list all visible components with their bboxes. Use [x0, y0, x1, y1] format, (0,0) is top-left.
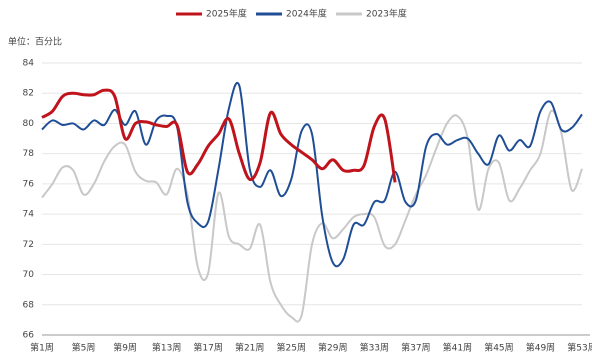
x-tick-label: 第53周: [567, 342, 592, 354]
legend-label: 2024年度: [286, 8, 327, 20]
unit-label: 单位：百分比: [8, 36, 62, 48]
series-line: [41, 109, 583, 323]
y-tick-label: 70: [23, 270, 35, 280]
legend-label: 2025年度: [206, 8, 247, 20]
x-tick-label: 第41周: [443, 342, 472, 354]
y-tick-label: 76: [23, 179, 35, 189]
y-tick-label: 74: [23, 210, 35, 220]
x-tick-label: 第9周: [113, 342, 137, 354]
y-tick-label: 66: [23, 331, 35, 341]
series-line: [41, 82, 583, 268]
x-tick-label: 第29周: [318, 342, 347, 354]
x-tick-label: 第33周: [360, 342, 389, 354]
y-tick-label: 84: [23, 59, 35, 69]
legend-label: 2023年度: [366, 8, 407, 20]
x-tick-label: 第25周: [277, 342, 306, 354]
y-tick-label: 78: [23, 149, 35, 159]
x-tick-label: 第45周: [484, 342, 513, 354]
x-tick-label: 第13周: [152, 342, 181, 354]
x-tick-label: 第1周: [30, 342, 54, 354]
y-tick-label: 82: [23, 89, 34, 99]
y-tick-label: 80: [23, 119, 35, 129]
y-tick-label: 68: [23, 300, 35, 310]
x-tick-label: 第17周: [193, 342, 222, 354]
y-tick-label: 72: [23, 240, 34, 250]
x-tick-label: 第5周: [72, 342, 96, 354]
series-line: [41, 88, 397, 183]
x-tick-label: 第21周: [235, 342, 264, 354]
x-tick-label: 第37周: [401, 342, 430, 354]
x-tick-label: 第49周: [526, 342, 555, 354]
